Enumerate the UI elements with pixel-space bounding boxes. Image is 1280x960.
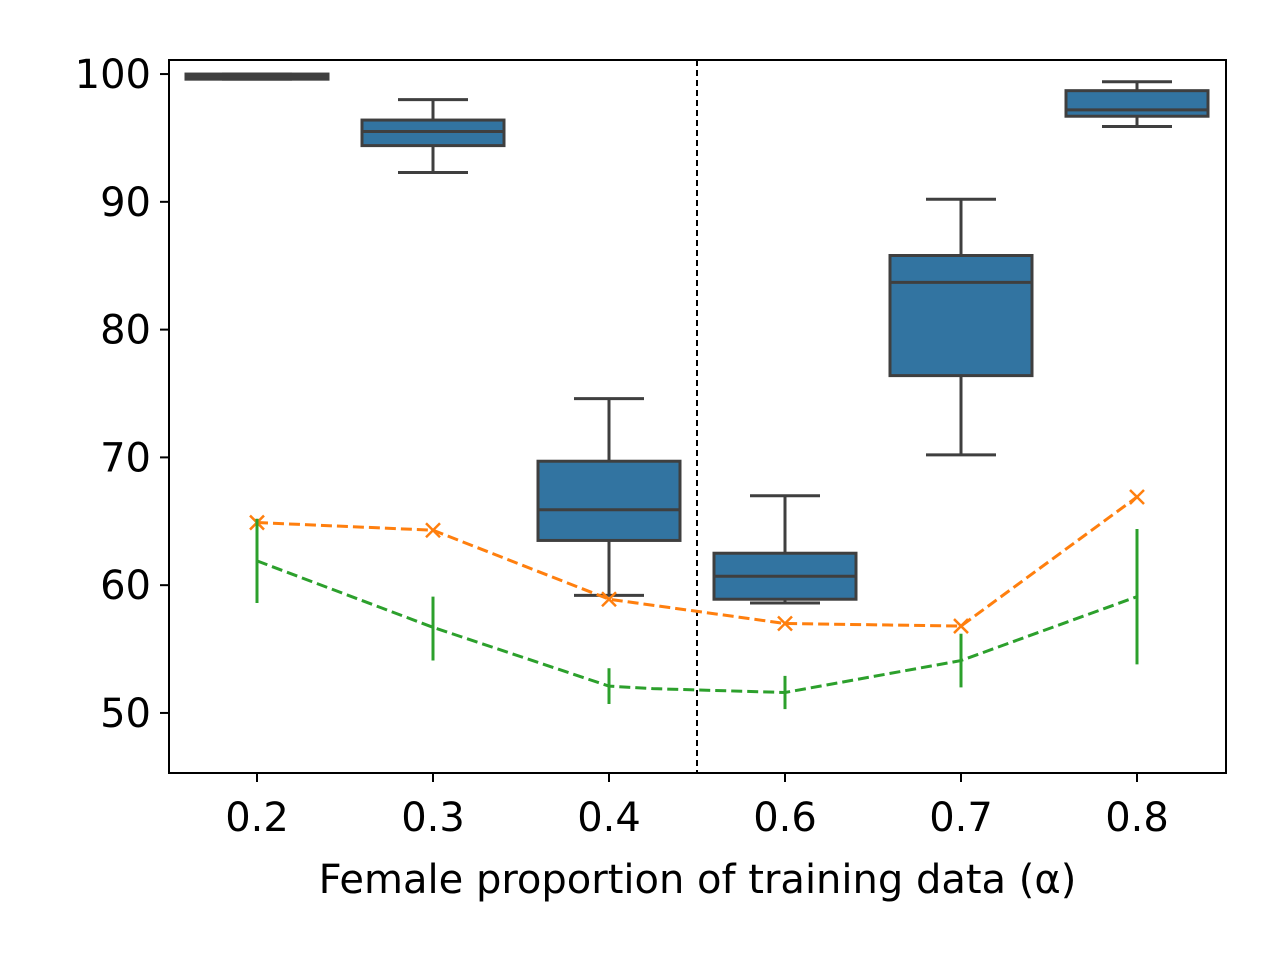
y-tick-label: 80	[100, 308, 151, 354]
box-0.2	[184, 72, 330, 81]
marker-x-0.6	[777, 615, 793, 632]
y-tick-label: 70	[100, 435, 151, 481]
box-body	[888, 254, 1034, 378]
series-line-orange	[256, 495, 1138, 628]
marker-x-0.7	[953, 618, 969, 634]
plot-area	[184, 60, 1210, 773]
marker-x-0.3	[425, 522, 441, 539]
box-body	[536, 459, 682, 542]
x-tick-label: 0.3	[401, 795, 465, 841]
marker-stroke	[953, 618, 969, 634]
plot-frame	[168, 59, 1227, 774]
box-body	[1064, 89, 1210, 118]
marker-stroke	[425, 522, 441, 539]
box-0.8	[1064, 80, 1210, 128]
axes: 50 60 70 80 90 100 0.2 0.3 0.4 0.6 0.7 0.8	[75, 52, 1227, 841]
x-tick-label: 0.7	[929, 795, 993, 841]
box-0.6	[712, 494, 858, 605]
marker-stroke	[1129, 489, 1145, 505]
box-0.4	[536, 397, 682, 597]
y-tick-label: 100	[75, 52, 151, 98]
marker-x-0.8	[1129, 489, 1145, 505]
y-tick-label: 90	[100, 180, 151, 226]
y-tick-label: 60	[100, 563, 151, 609]
box-0.3	[360, 98, 506, 174]
x-tick-label: 0.8	[1105, 795, 1169, 841]
x-tick-label: 0.2	[225, 795, 289, 841]
marker-stroke	[601, 591, 617, 608]
x-axis-label: Female proportion of training data (α)	[319, 857, 1077, 903]
marker-x-0.4	[601, 591, 617, 608]
series-green	[255, 518, 1139, 710]
box-0.7	[888, 197, 1034, 457]
marker-stroke	[777, 615, 793, 632]
x-tick-label: 0.6	[753, 795, 817, 841]
x-tick-label: 0.4	[577, 795, 641, 841]
y-tick-label: 50	[100, 691, 151, 737]
